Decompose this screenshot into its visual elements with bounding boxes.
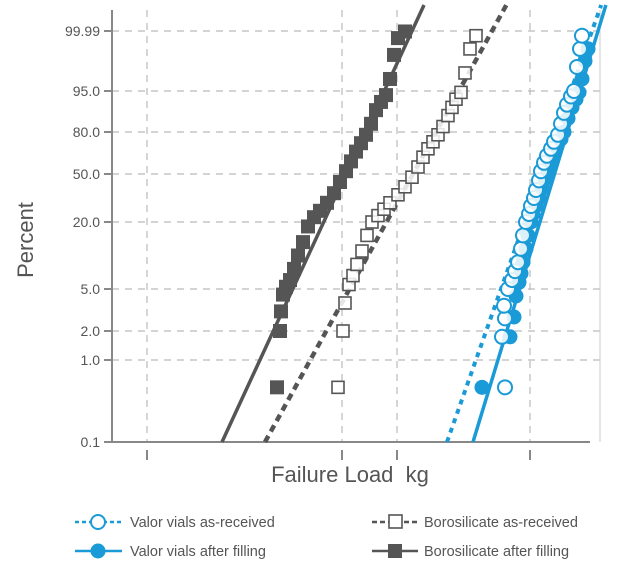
- legend-swatch-marker: [388, 544, 402, 558]
- data-point: [331, 380, 345, 395]
- data-point: [454, 85, 468, 100]
- data-point: [333, 175, 347, 189]
- data-point: [346, 268, 360, 283]
- y-tick-label: 99.99: [65, 23, 100, 39]
- y-tick-label: 95.0: [73, 83, 100, 99]
- axes: [104, 10, 590, 460]
- data-point: [469, 28, 483, 43]
- y-tick-label: 50.0: [73, 166, 100, 182]
- data-point: [274, 304, 288, 319]
- legend-label: Borosilicate as-received: [424, 515, 578, 531]
- data-point: [327, 186, 341, 201]
- legend-swatch-marker: [90, 543, 106, 559]
- y-tick-label: 1.0: [81, 352, 101, 368]
- tick-labels: 0.1 1.0 2.0 5.0 20.0 50.0 80.0 95.0 99.99: [65, 23, 100, 450]
- legend-item-valor-after-filling: Valor vials after filling: [75, 543, 266, 560]
- data-point: [273, 324, 287, 338]
- data-point: [474, 379, 490, 395]
- data-point: [463, 42, 477, 56]
- data-point: [515, 227, 531, 244]
- data-point: [513, 240, 529, 257]
- data-point: [566, 83, 582, 99]
- data-point: [364, 116, 378, 131]
- data-point: [291, 248, 305, 263]
- fit-line: [220, 4, 426, 443]
- data-point: [287, 261, 301, 276]
- legend: Valor vials as-received Valor vials afte…: [75, 514, 578, 560]
- data-point: [572, 40, 588, 57]
- data-point: [383, 71, 397, 86]
- data-point: [336, 324, 350, 338]
- data-point: [355, 244, 369, 258]
- data-point: [387, 47, 401, 62]
- data-point: [510, 254, 526, 271]
- data-point: [497, 379, 513, 396]
- legend-label: Valor vials after filling: [130, 544, 266, 560]
- data-point: [359, 127, 373, 142]
- data-point: [496, 297, 512, 314]
- y-tick-label: 0.1: [81, 434, 101, 450]
- fit-lines: [220, 3, 608, 444]
- data-points: [270, 24, 596, 396]
- data-point: [270, 380, 284, 395]
- y-tick-label: 80.0: [73, 124, 100, 140]
- y-tick-label: 5.0: [81, 281, 101, 297]
- data-point: [574, 27, 590, 44]
- data-point: [283, 273, 297, 288]
- legend-label: Borosilicate after filling: [424, 544, 569, 560]
- data-point: [296, 235, 310, 250]
- data-point: [398, 24, 412, 39]
- fit-line: [471, 4, 608, 443]
- data-point: [350, 257, 364, 272]
- data-point: [569, 58, 585, 75]
- legend-swatch-marker: [90, 514, 106, 530]
- y-tick-label: 20.0: [73, 214, 100, 230]
- data-point: [338, 296, 352, 310]
- x-axis-title: Failure Load kg: [271, 462, 429, 487]
- legend-item-borosilicate-after-filling: Borosilicate after filling: [372, 544, 569, 560]
- data-point: [494, 328, 510, 345]
- legend-item-borosilicate-as-received: Borosilicate as-received: [372, 514, 578, 531]
- data-point: [379, 88, 393, 103]
- y-tick-label: 2.0: [81, 323, 101, 339]
- legend-item-valor-as-received: Valor vials as-received: [75, 514, 275, 531]
- legend-label: Valor vials as-received: [130, 515, 275, 531]
- data-point: [458, 66, 472, 80]
- data-point: [574, 71, 590, 87]
- data-point: [360, 228, 374, 243]
- y-axis-title: Percent: [13, 202, 38, 278]
- legend-swatch-marker: [388, 514, 403, 529]
